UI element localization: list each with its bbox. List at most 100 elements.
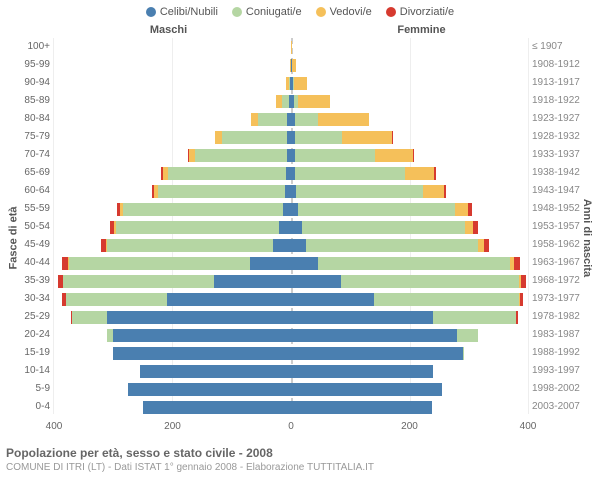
bar-segment <box>63 275 214 288</box>
bar-segment <box>296 185 423 198</box>
bar-segment <box>423 185 444 198</box>
bar-segment <box>294 77 307 90</box>
legend: Celibi/Nubili Coniugati/e Vedovi/e Divorzia… <box>6 6 594 18</box>
bar-segment <box>292 59 296 72</box>
bar-segment <box>342 131 392 144</box>
bar-segment <box>158 185 285 198</box>
bar-row <box>54 146 528 164</box>
bar-segment <box>291 311 433 324</box>
bar-segment <box>291 203 298 216</box>
age-tick: 70-74 <box>20 146 54 164</box>
age-tick: 100+ <box>20 38 54 56</box>
bar-segment <box>434 167 436 180</box>
age-tick: 5-9 <box>20 380 54 398</box>
bar-row <box>54 92 528 110</box>
x-tick: 400 <box>46 421 63 432</box>
birth-tick: 1988-1992 <box>528 344 580 362</box>
bar-segment <box>302 221 465 234</box>
age-tick: 45-49 <box>20 236 54 254</box>
bar-segment <box>318 113 368 126</box>
bar-row <box>54 344 528 362</box>
bar-segment <box>473 221 478 234</box>
birth-tick: 1978-1982 <box>528 308 580 326</box>
bar-segment <box>413 149 414 162</box>
age-tick: 25-29 <box>20 308 54 326</box>
bar-segment <box>516 311 518 324</box>
bar-segment <box>392 131 393 144</box>
age-tick: 30-34 <box>20 290 54 308</box>
bar-segment <box>107 311 291 324</box>
legend-label: Vedovi/e <box>330 6 372 18</box>
bar-segment <box>405 167 435 180</box>
age-tick: 10-14 <box>20 362 54 380</box>
x-axis: 4002000200400 <box>54 418 528 438</box>
bar-segment <box>113 329 291 342</box>
chart-subtitle: COMUNE DI ITRI (LT) - Dati ISTAT 1° genn… <box>6 462 594 473</box>
age-tick: 20-24 <box>20 326 54 344</box>
bar-row <box>54 236 528 254</box>
bar-segment <box>167 293 291 306</box>
bar-segment <box>66 293 167 306</box>
bar-row <box>54 200 528 218</box>
bar-row <box>54 326 528 344</box>
bar-row <box>54 56 528 74</box>
age-tick: 50-54 <box>20 218 54 236</box>
rows <box>54 38 528 416</box>
bar-row <box>54 380 528 398</box>
bar-segment <box>215 131 222 144</box>
bar-row <box>54 398 528 416</box>
bar-segment <box>291 41 292 54</box>
age-tick: 65-69 <box>20 164 54 182</box>
bar-row <box>54 182 528 200</box>
bar-segment <box>195 149 287 162</box>
legend-item: Celibi/Nubili <box>146 6 218 18</box>
bar-segment <box>291 401 432 414</box>
bar-segment <box>291 347 463 360</box>
birth-tick: 1913-1917 <box>528 74 580 92</box>
age-tick: 75-79 <box>20 128 54 146</box>
legend-swatch <box>316 7 326 17</box>
bar-row <box>54 38 528 56</box>
bar-segment <box>514 257 520 270</box>
birth-tick: 1933-1937 <box>528 146 580 164</box>
age-tick: 40-44 <box>20 254 54 272</box>
birth-tick: 1963-1967 <box>528 254 580 272</box>
bar-segment <box>291 221 302 234</box>
population-pyramid: Celibi/Nubili Coniugati/e Vedovi/e Divorzia… <box>0 0 600 477</box>
bar-segment <box>375 149 414 162</box>
bar-segment <box>291 257 318 270</box>
section-labels: Maschi Femmine <box>6 24 594 36</box>
bar-segment <box>374 293 519 306</box>
age-tick: 80-84 <box>20 110 54 128</box>
bar-row <box>54 362 528 380</box>
bar-segment <box>222 131 287 144</box>
bar-row <box>54 308 528 326</box>
bar-segment <box>279 221 291 234</box>
bar-segment <box>250 257 291 270</box>
bar-segment <box>295 131 342 144</box>
bar-row <box>54 110 528 128</box>
bar-row <box>54 254 528 272</box>
birth-tick: 1953-1957 <box>528 218 580 236</box>
birth-tick: 1983-1987 <box>528 326 580 344</box>
y-label-right: Anni di nascita <box>580 38 594 438</box>
bar-segment <box>433 311 516 324</box>
bars-area: 4002000200400 <box>54 38 528 438</box>
bar-segment <box>283 203 291 216</box>
legend-label: Coniugati/e <box>246 6 302 18</box>
y-label-left: Fasce di età <box>6 38 20 438</box>
bar-segment <box>484 239 489 252</box>
bar-row <box>54 128 528 146</box>
age-tick: 85-89 <box>20 92 54 110</box>
bar-segment <box>123 203 283 216</box>
legend-swatch <box>146 7 156 17</box>
bar-segment <box>295 113 319 126</box>
legend-label: Divorziati/e <box>400 6 454 18</box>
bar-segment <box>291 329 457 342</box>
bar-segment <box>113 347 291 360</box>
bar-segment <box>282 95 289 108</box>
birth-tick: 1958-1962 <box>528 236 580 254</box>
x-tick: 200 <box>164 421 181 432</box>
bar-segment <box>457 329 478 342</box>
birth-tick: 1918-1922 <box>528 92 580 110</box>
